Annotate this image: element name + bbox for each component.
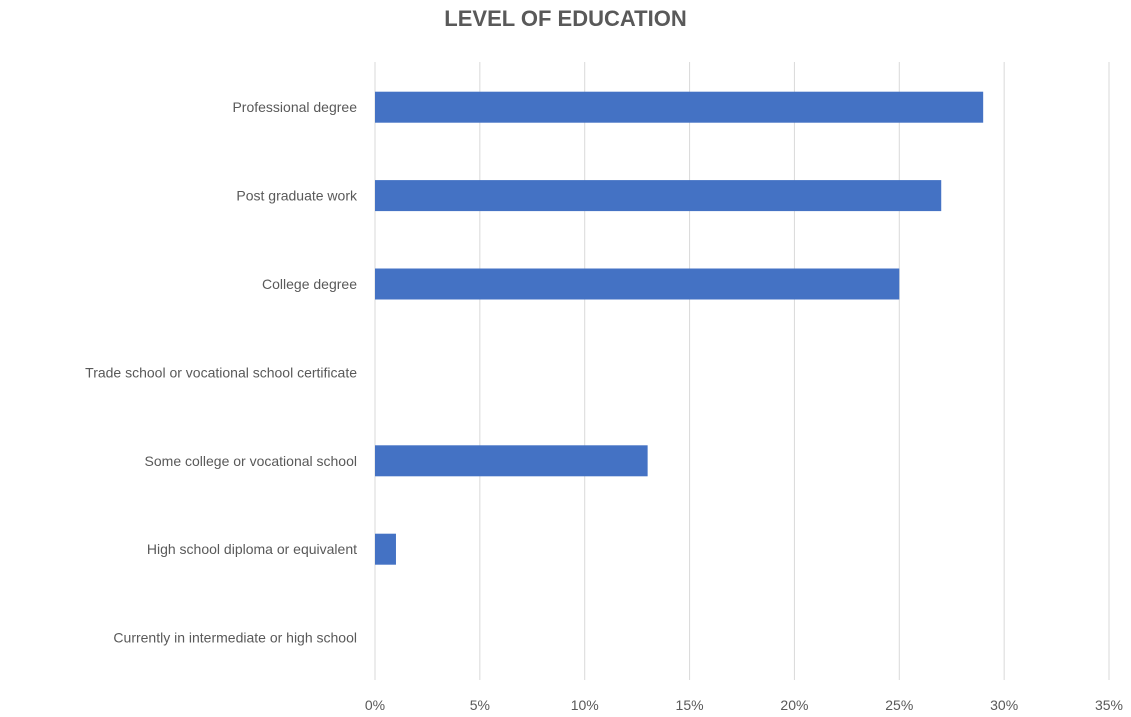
category-label: Currently in intermediate or high school xyxy=(113,630,357,646)
gridlines xyxy=(374,62,1110,680)
bars xyxy=(375,91,984,565)
category-label: College degree xyxy=(262,276,357,292)
category-label: Some college or vocational school xyxy=(145,453,357,469)
bar xyxy=(375,268,900,300)
category-labels: Professional degree Post graduate work Col… xyxy=(85,99,358,645)
x-tick-label: 0% xyxy=(365,697,385,713)
bar xyxy=(375,91,984,123)
x-tick-label: 30% xyxy=(990,697,1018,713)
x-tick-label: 20% xyxy=(780,697,808,713)
x-tick-label: 25% xyxy=(885,697,913,713)
category-label: High school diploma or equivalent xyxy=(147,541,357,557)
x-tick-label: 35% xyxy=(1095,697,1123,713)
bar xyxy=(375,180,942,212)
bar xyxy=(375,445,648,477)
category-label: Trade school or vocational school certif… xyxy=(85,364,357,380)
x-axis-tick-labels: 0% 5% 10% 15% 20% 25% 30% 35% xyxy=(365,697,1123,713)
chart-title: LEVEL OF EDUCATION xyxy=(444,6,687,31)
x-tick-label: 15% xyxy=(676,697,704,713)
x-tick-label: 10% xyxy=(571,697,599,713)
x-tick-label: 5% xyxy=(470,697,490,713)
category-label: Professional degree xyxy=(232,99,357,115)
category-label: Post graduate work xyxy=(236,188,358,204)
bar xyxy=(375,533,396,565)
